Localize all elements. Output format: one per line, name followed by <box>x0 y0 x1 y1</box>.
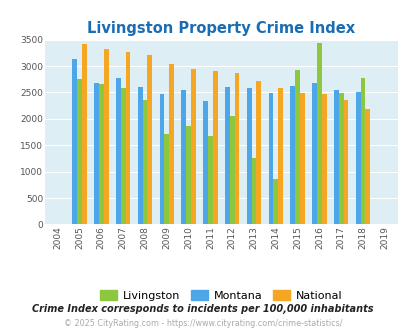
Bar <box>338 93 343 224</box>
Bar <box>256 81 260 224</box>
Bar <box>251 158 256 224</box>
Bar <box>224 87 229 224</box>
Bar <box>277 88 282 224</box>
Title: Livingston Property Crime Index: Livingston Property Crime Index <box>87 21 354 36</box>
Bar <box>142 100 147 224</box>
Legend: Livingston, Montana, National: Livingston, Montana, National <box>96 285 346 305</box>
Bar <box>116 78 120 224</box>
Bar <box>181 90 186 224</box>
Bar <box>186 126 190 224</box>
Bar <box>82 44 87 224</box>
Bar <box>321 94 326 224</box>
Bar <box>360 78 364 224</box>
Bar <box>229 116 234 224</box>
Bar <box>212 71 217 224</box>
Bar <box>72 59 77 224</box>
Bar <box>104 49 108 224</box>
Bar <box>290 85 294 224</box>
Bar <box>355 92 360 224</box>
Bar <box>333 90 338 224</box>
Text: © 2025 CityRating.com - https://www.cityrating.com/crime-statistics/: © 2025 CityRating.com - https://www.city… <box>64 319 341 328</box>
Bar <box>364 109 369 224</box>
Bar <box>343 100 347 224</box>
Bar <box>234 73 239 224</box>
Bar <box>77 79 82 224</box>
Bar <box>273 179 277 224</box>
Bar <box>169 64 173 224</box>
Bar <box>268 93 273 224</box>
Bar <box>202 101 207 224</box>
Bar <box>294 70 299 224</box>
Bar <box>316 43 321 224</box>
Bar <box>125 52 130 224</box>
Bar <box>190 69 195 224</box>
Bar <box>99 84 104 224</box>
Bar <box>120 88 125 224</box>
Bar <box>94 83 99 224</box>
Bar <box>164 134 169 224</box>
Bar <box>311 83 316 224</box>
Bar <box>147 55 152 224</box>
Bar <box>207 136 212 224</box>
Text: Crime Index corresponds to incidents per 100,000 inhabitants: Crime Index corresponds to incidents per… <box>32 304 373 314</box>
Bar <box>137 86 142 224</box>
Bar <box>246 88 251 224</box>
Bar <box>159 94 164 224</box>
Bar <box>299 93 304 224</box>
